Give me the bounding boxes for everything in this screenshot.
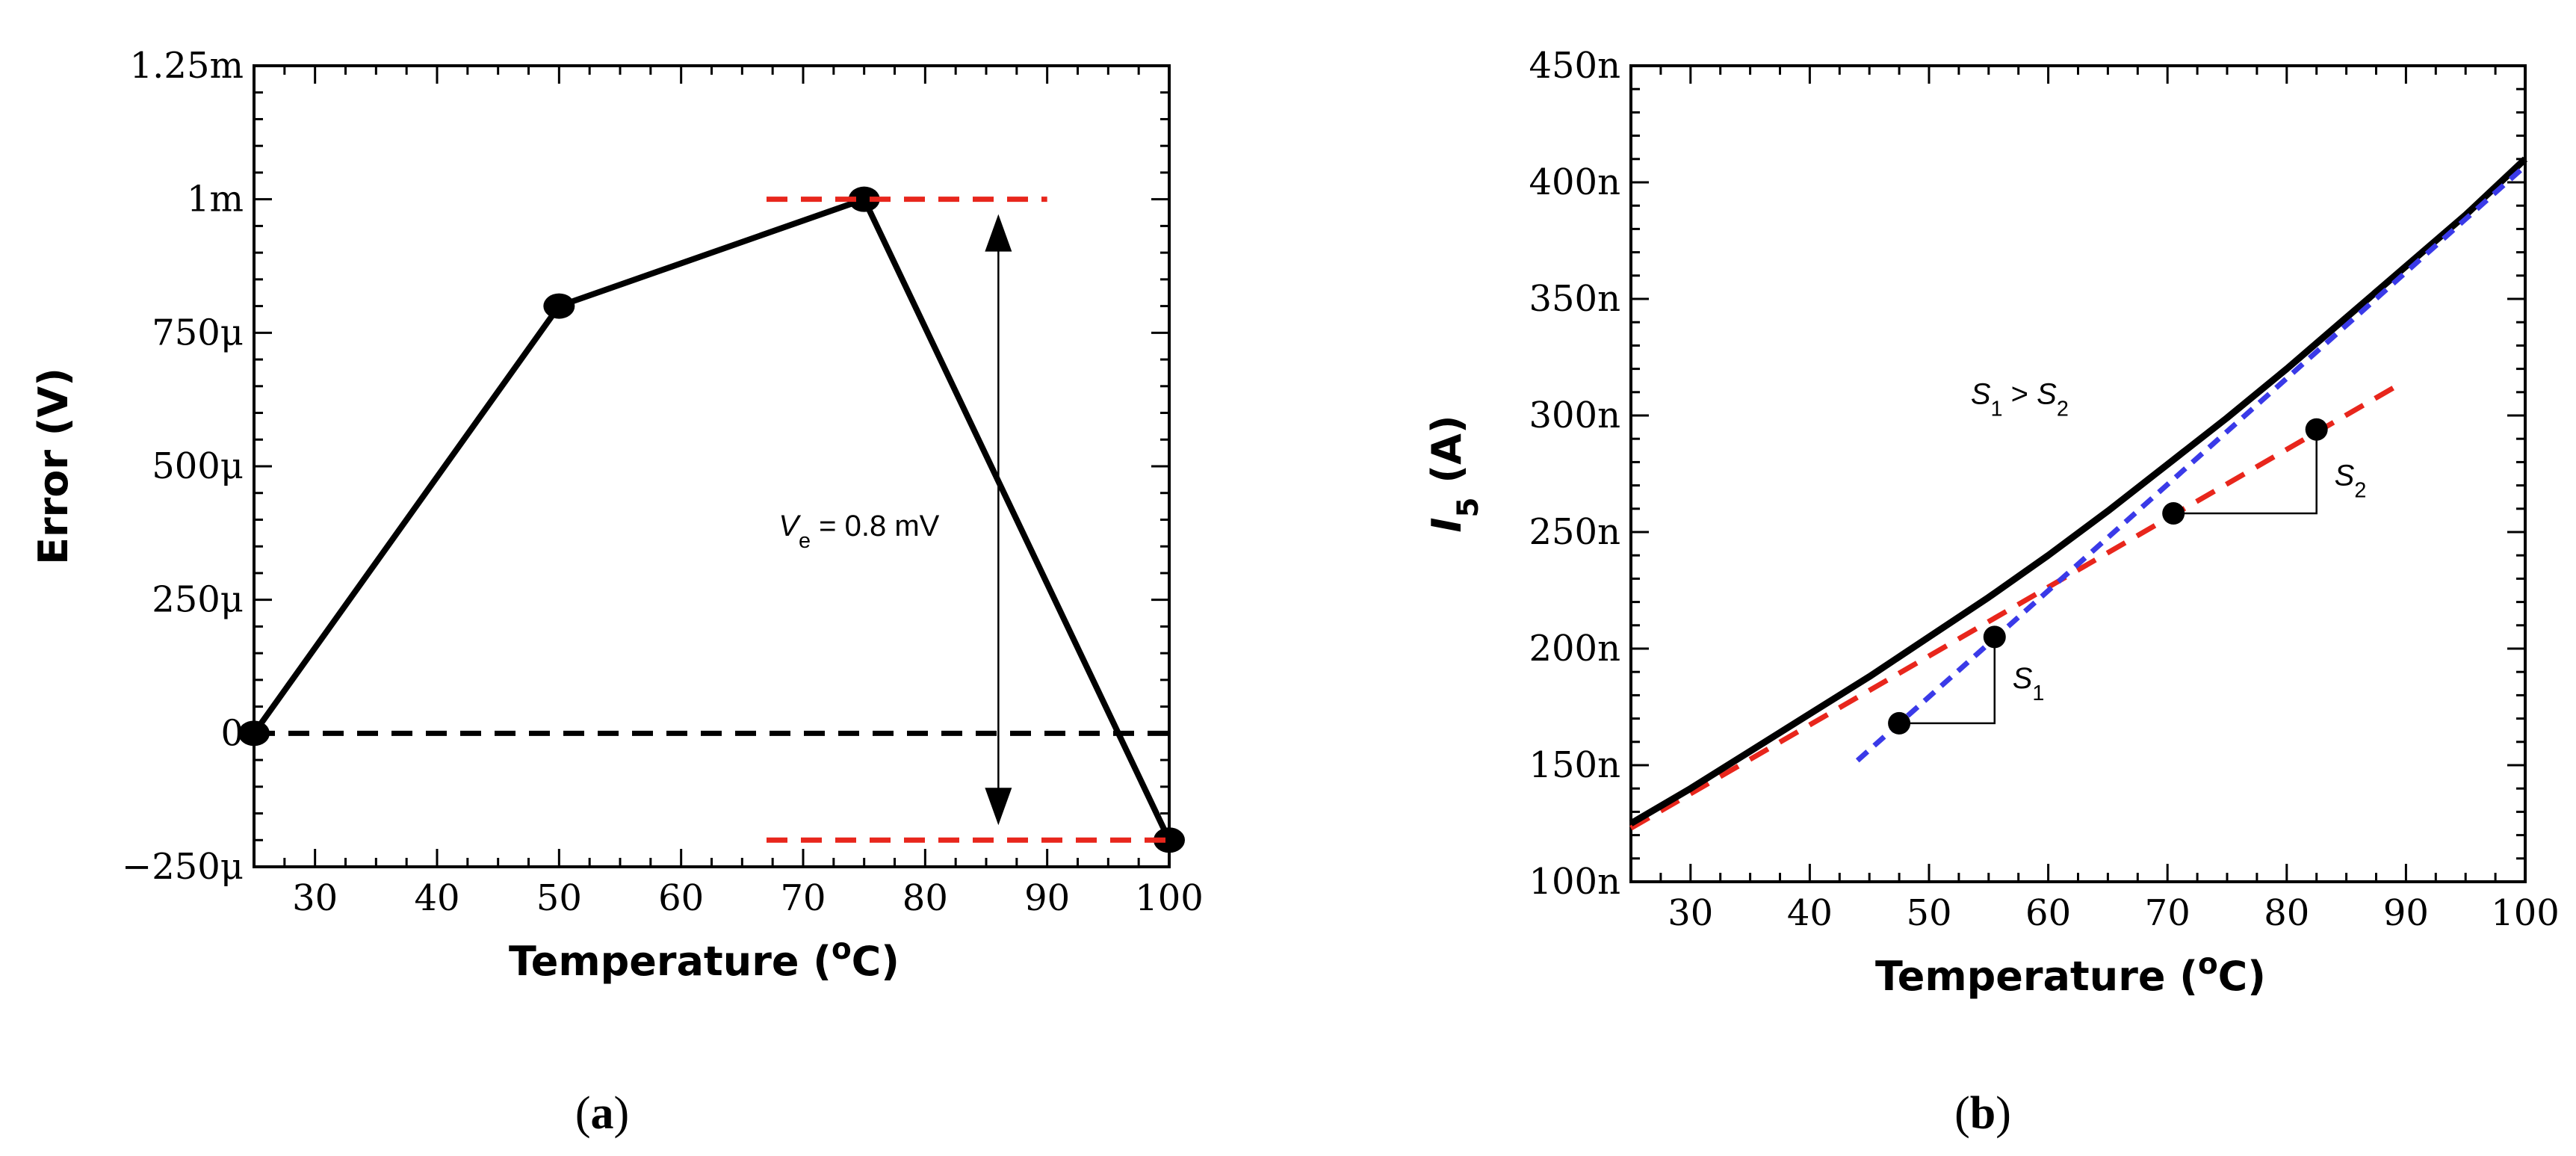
range-arrow-head-up [985, 214, 1012, 252]
range-annotation: Ve = 0.8 mV [778, 510, 939, 553]
series-line-tangent low slope [1629, 385, 2396, 831]
y-tick-label: 400n [1529, 161, 1620, 203]
x-tick-label: 30 [1668, 892, 1713, 934]
y-tick-label: 250μ [152, 579, 244, 621]
y-tick-label: 1m [187, 179, 244, 220]
x-tick-label: 70 [780, 877, 826, 919]
x-axis-title: Temperature (oC) [1875, 948, 2266, 1001]
panel-label-b: (b) [1954, 1088, 2011, 1139]
data-point [848, 186, 880, 212]
y-tick-label: 150n [1529, 744, 1620, 786]
slope-point [2305, 418, 2328, 441]
y-tick-label: 450n [1529, 45, 1620, 87]
x-axis-title: Temperature (oC) [509, 933, 900, 986]
panel-b: 30 40 50 60 70 80 90 100 100n 150n 200n 250n 300n 350… [1423, 45, 2560, 1000]
series-line-Error [251, 196, 1172, 841]
x-tick-label: 50 [1906, 892, 1951, 934]
y-tick-label: −250μ [122, 846, 244, 888]
y-tick-label: 1.25m [130, 45, 244, 87]
slope-point [2162, 502, 2185, 525]
series-line-I5 [1629, 156, 2528, 826]
slope-comparison: S1 > S2 [1971, 377, 2069, 421]
slope-label-1: S1 [2013, 662, 2045, 705]
slope-label-2: S2 [2335, 460, 2367, 503]
x-tick-label: 50 [536, 877, 582, 919]
x-tick-label: 80 [2264, 892, 2309, 934]
y-tick-label: 350n [1529, 278, 1620, 320]
x-tick-label: 80 [902, 877, 948, 919]
y-tick-label: 750μ [152, 312, 244, 353]
x-tick-label: 90 [1024, 877, 1070, 919]
y-tick-label: 500μ [152, 445, 244, 487]
slope-triangle-2 [2173, 429, 2318, 515]
y-tick-label: 100n [1529, 861, 1620, 903]
x-tick-label: 70 [2145, 892, 2190, 934]
x-tick-label: 40 [1787, 892, 1833, 934]
y-tick-label: 300n [1529, 395, 1620, 436]
x-tick-label: 90 [2383, 892, 2429, 934]
x-tick-label: 100 [1135, 877, 1204, 919]
y-axis-title: Error (V) [30, 368, 77, 565]
range-arrow-head-down [985, 788, 1012, 826]
x-tick-label: 100 [2491, 892, 2560, 934]
plot-frame [1629, 64, 2527, 883]
x-tick-label: 40 [414, 877, 459, 919]
slope-triangle-1 [1899, 637, 1996, 725]
slope-point [1983, 625, 2006, 649]
x-tick-label: 30 [292, 877, 338, 919]
data-point [543, 293, 575, 319]
y-axis-title: I5 (A) [1423, 415, 1485, 532]
panel-a: 30 40 50 60 70 80 90 100−250μ0250μ500μ750μ1m1.2… [30, 45, 1204, 985]
y-tick-label: 200n [1529, 628, 1620, 670]
data-point [1154, 827, 1185, 853]
x-tick-label: 60 [2025, 892, 2071, 934]
slope-point [1888, 711, 1911, 735]
y-tick-label: 250n [1529, 511, 1620, 553]
x-tick-label: 60 [658, 877, 704, 919]
series-line-tangent high slope [1855, 164, 2527, 763]
plot-frame [253, 64, 1171, 868]
panel-label-a: (a) [575, 1088, 629, 1139]
panel-labels: (a) (b) [575, 1088, 2011, 1139]
